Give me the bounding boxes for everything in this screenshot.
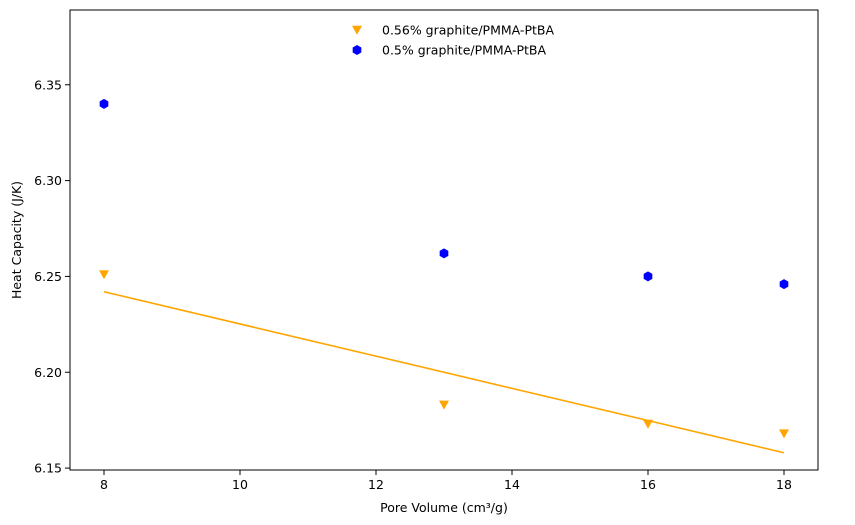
data-point-blue-hexagon (643, 271, 653, 282)
y-axis-label: Heat Capacity (J/K) (9, 181, 24, 299)
data-point-orange-triangle (779, 429, 789, 439)
legend-label-05-graphite: 0.5% graphite/PMMA-PtBA (382, 43, 547, 58)
x-tick-label: 12 (368, 477, 384, 492)
legend-marker-blue-hexagon (352, 45, 362, 55)
y-tick-label: 6.25 (34, 269, 62, 284)
legend-marker (352, 45, 362, 55)
data-point-orange-triangle (99, 270, 109, 280)
y-tick-label: 6.20 (34, 365, 62, 380)
legend-label-056-graphite: 0.56% graphite/PMMA-PtBA (382, 23, 554, 38)
plot-frame (69, 9, 819, 471)
x-axis: 8 10 12 14 16 18 (100, 470, 792, 492)
x-tick-label: 10 (232, 477, 248, 492)
legend: 0.56% graphite/PMMA-PtBA 0.5% graphite/P… (352, 23, 554, 58)
y-tick-label: 6.15 (34, 461, 62, 476)
data-point-blue-hexagon (439, 248, 449, 259)
y-axis: 6.15 6.20 6.25 6.30 6.35 (34, 77, 70, 476)
x-tick-label: 18 (776, 477, 792, 492)
data-point-orange-triangle (643, 419, 653, 429)
legend-marker (352, 25, 362, 35)
legend-marker-orange-triangle (352, 25, 362, 35)
data-point-blue-hexagon (779, 279, 789, 290)
trend-line (103, 290, 785, 454)
y-tick-label: 6.30 (34, 173, 62, 188)
x-tick-label: 14 (504, 477, 520, 492)
x-tick-label: 16 (640, 477, 656, 492)
y-tick-label: 6.35 (34, 77, 62, 92)
data-point-orange-triangle (439, 400, 449, 410)
x-axis-label: Pore Volume (cm³/g) (380, 500, 508, 515)
data-point-blue-hexagon (99, 98, 109, 109)
x-tick-label: 8 (100, 477, 108, 492)
